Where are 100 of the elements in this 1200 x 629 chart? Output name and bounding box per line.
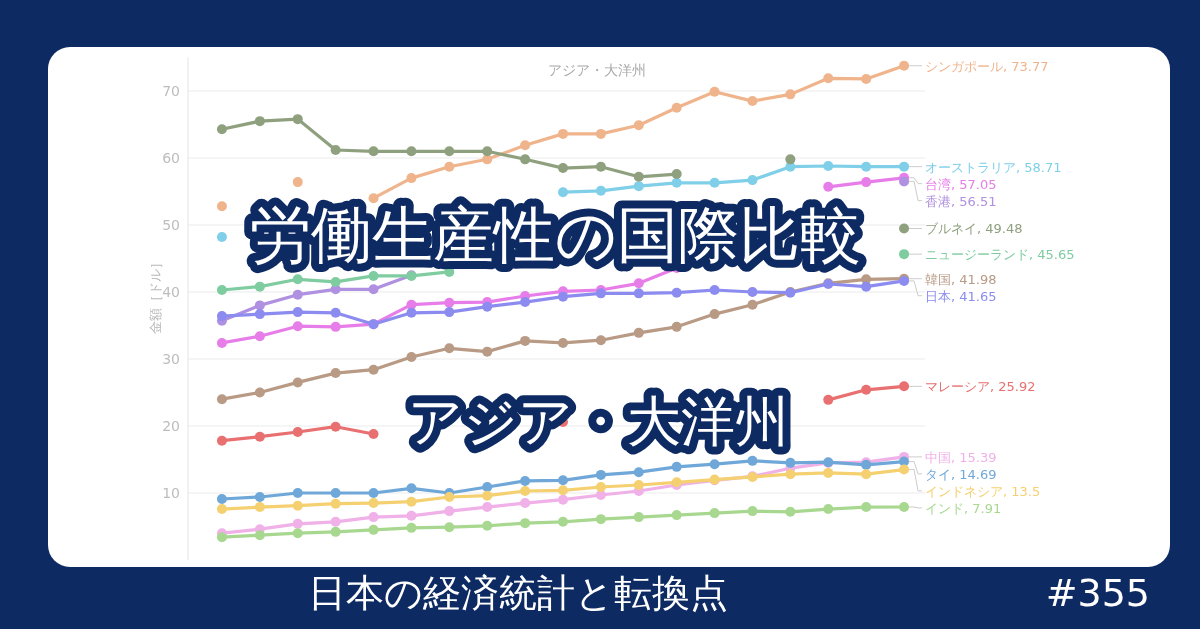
point <box>482 502 493 513</box>
y-tick-label: 20 <box>162 418 180 434</box>
point <box>633 467 644 478</box>
point <box>558 337 568 348</box>
point <box>709 86 720 97</box>
point <box>368 512 379 523</box>
point <box>747 287 758 297</box>
point <box>406 307 417 318</box>
point <box>823 161 834 172</box>
data-label: 台湾, 57.05 <box>925 176 997 192</box>
text: 日本の経済統計と転換点 <box>308 571 728 615</box>
point <box>368 488 379 498</box>
point <box>861 161 872 172</box>
point <box>595 469 606 480</box>
point <box>482 520 493 531</box>
point <box>899 464 910 475</box>
point <box>709 508 720 519</box>
point <box>633 327 644 338</box>
point <box>254 116 265 127</box>
point <box>520 297 531 308</box>
point <box>292 488 303 498</box>
point <box>216 201 227 212</box>
y-tick-label: 10 <box>162 485 180 501</box>
data-label: シンガポール, 73.77 <box>925 58 1049 74</box>
point <box>216 494 227 505</box>
point <box>330 526 341 537</box>
point <box>671 287 682 298</box>
point <box>785 154 796 165</box>
point <box>558 516 568 527</box>
y-tick-label: 50 <box>162 217 180 233</box>
point <box>633 512 644 523</box>
point <box>633 479 644 490</box>
point <box>406 173 417 184</box>
point <box>330 321 341 332</box>
point <box>482 301 493 312</box>
point <box>216 337 227 348</box>
point <box>368 364 379 375</box>
point <box>482 490 493 501</box>
point <box>292 177 303 188</box>
point <box>709 284 720 295</box>
point <box>899 223 910 234</box>
point <box>406 483 417 494</box>
point <box>520 335 531 346</box>
point <box>747 506 758 517</box>
point <box>899 161 910 172</box>
point <box>330 276 341 287</box>
point <box>671 102 682 113</box>
point <box>899 502 910 512</box>
point <box>292 518 303 529</box>
point <box>216 311 227 322</box>
point <box>254 387 265 398</box>
data-label: オーストラリア, 58.71 <box>925 159 1062 175</box>
point <box>823 394 834 405</box>
point <box>595 288 606 299</box>
data-label: ブルネイ, 49.48 <box>925 221 1023 237</box>
point <box>520 485 531 496</box>
point <box>368 524 379 535</box>
y-tick-label: 70 <box>162 83 180 99</box>
point <box>216 394 227 405</box>
point <box>861 281 872 292</box>
point <box>899 60 910 71</box>
point <box>368 429 379 440</box>
point <box>330 368 341 379</box>
point <box>747 96 758 107</box>
point <box>558 485 568 496</box>
annotation: アジア・大洋州 <box>548 62 646 78</box>
point <box>330 421 341 432</box>
point <box>899 176 910 187</box>
point <box>558 163 568 174</box>
point <box>899 381 910 392</box>
data-label: インドネシア, 13.5 <box>925 483 1041 499</box>
data-label: タイ, 14.69 <box>925 466 997 482</box>
point <box>292 307 303 318</box>
point <box>671 177 682 188</box>
point <box>444 161 455 172</box>
point <box>595 481 606 492</box>
point <box>216 504 227 515</box>
point <box>595 161 606 172</box>
point <box>330 144 341 155</box>
point <box>216 284 227 295</box>
point <box>292 500 303 511</box>
data-label: 韓国, 41.98 <box>925 271 997 287</box>
point <box>671 169 682 180</box>
point <box>330 488 341 498</box>
point <box>216 532 227 543</box>
point <box>292 114 303 125</box>
point <box>216 124 227 135</box>
point <box>520 518 531 529</box>
point <box>406 496 417 507</box>
point <box>330 516 341 527</box>
point <box>482 481 493 492</box>
point <box>292 274 303 285</box>
point <box>861 502 872 513</box>
point <box>785 89 796 100</box>
point <box>861 177 872 188</box>
point <box>254 331 265 342</box>
text: #355 <box>1045 571 1150 615</box>
point <box>254 309 265 320</box>
point <box>671 461 682 472</box>
point <box>406 522 417 533</box>
